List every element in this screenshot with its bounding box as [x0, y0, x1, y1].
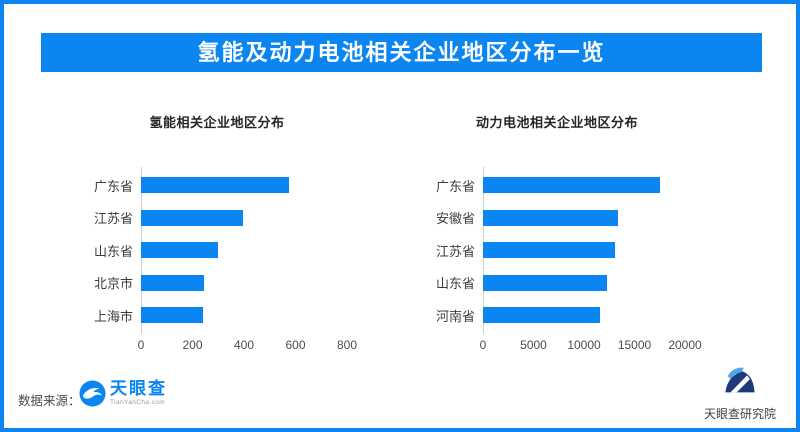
category-label: 广东省: [93, 178, 133, 194]
banner: 氢能及动力电池相关企业地区分布一览: [41, 33, 762, 72]
bar-row: 山东省: [87, 234, 347, 267]
bar-track: [483, 307, 685, 324]
x-axis: 0 5000 10000 15000 20000: [479, 337, 702, 352]
bar: [483, 307, 600, 324]
bar: [141, 242, 219, 259]
x-tick-label: 200: [182, 337, 203, 352]
tianyancha-logo: 天眼查 TianYanCha.com: [79, 380, 167, 412]
category-label: 河南省: [435, 308, 475, 324]
bar-track: [141, 209, 347, 226]
bar-track: [483, 242, 685, 259]
bar-row: 江苏省: [87, 202, 347, 235]
bar-track: [483, 274, 685, 291]
category-label: 北京市: [93, 276, 133, 292]
x-tick-label: 15000: [617, 337, 652, 352]
bar-row: 北京市: [87, 267, 347, 300]
category-label: 山东省: [435, 276, 475, 292]
x-tick-label: 0: [137, 337, 145, 352]
bar-track: [483, 209, 685, 226]
x-tick-label: 800: [336, 337, 358, 352]
bar-track: [141, 307, 347, 324]
category-label: 江苏省: [93, 211, 133, 227]
category-label: 安徽省: [435, 211, 475, 227]
bar-row: 江苏省: [429, 234, 685, 267]
bar: [483, 209, 619, 226]
bar-track: [141, 242, 347, 259]
bar: [483, 177, 660, 194]
bar-track: [141, 274, 347, 291]
category-label: 广东省: [435, 178, 475, 194]
x-tick-label: 20000: [668, 337, 702, 352]
bar: [483, 242, 615, 259]
chart-title: 氢能相关企业地区分布: [149, 115, 285, 130]
category-label: 山东省: [93, 243, 133, 259]
bar-row: 广东省: [429, 169, 685, 202]
tianyancha-research-icon: [721, 367, 759, 402]
plot-rows: 广东省江苏省山东省北京市上海市: [87, 167, 347, 334]
bar: [141, 274, 205, 291]
plot-area: 广东省江苏省山东省北京市上海市 0 200 400 600 800: [87, 167, 357, 352]
bar-track: [141, 177, 347, 194]
bar: [141, 209, 243, 226]
category-label: 江苏省: [435, 243, 475, 259]
research-institute-name: 天眼查研究院: [703, 407, 776, 421]
tianyancha-logo-name: 天眼查: [110, 379, 167, 398]
bar-row: 山东省: [429, 267, 685, 300]
bar: [483, 274, 607, 291]
plot-area: 广东省安徽省江苏省山东省河南省 0 5000 10000 15000 20000: [429, 167, 702, 352]
x-tick-label: 10000: [567, 337, 601, 352]
chart-title: 动力电池相关企业地区分布: [475, 115, 638, 130]
bar-track: [483, 177, 685, 194]
x-tick-label: 5000: [520, 337, 547, 352]
x-tick-label: 400: [233, 337, 255, 352]
chart-hydrogen: 氢能相关企业地区分布 广东省江苏省山东省北京市上海市 0 200 400 600 800: [87, 115, 357, 352]
bar-row: 广东省: [87, 169, 347, 202]
banner-title: 氢能及动力电池相关企业地区分布一览: [197, 40, 606, 65]
x-tick-label: 0: [479, 337, 487, 352]
bar-row: 安徽省: [429, 202, 685, 235]
x-axis: 0 200 400 600 800: [137, 337, 357, 352]
plot-rows: 广东省安徽省江苏省山东省河南省: [429, 167, 685, 334]
data-source-label: 数据来源：: [18, 394, 81, 408]
x-tick-label: 600: [285, 337, 306, 352]
chart-battery: 动力电池相关企业地区分布 广东省安徽省江苏省山东省河南省 0 5000 10000 1…: [429, 115, 702, 352]
bar: [141, 177, 290, 194]
research-institute-logo: 天眼查研究院: [699, 364, 781, 422]
tianyancha-logo-url: TianYanCha.com: [110, 399, 166, 406]
bar-row: 河南省: [429, 299, 685, 332]
category-label: 上海市: [93, 308, 133, 324]
tianyancha-eye-icon: [79, 380, 106, 412]
bar-row: 上海市: [87, 299, 347, 332]
bar: [141, 307, 203, 324]
